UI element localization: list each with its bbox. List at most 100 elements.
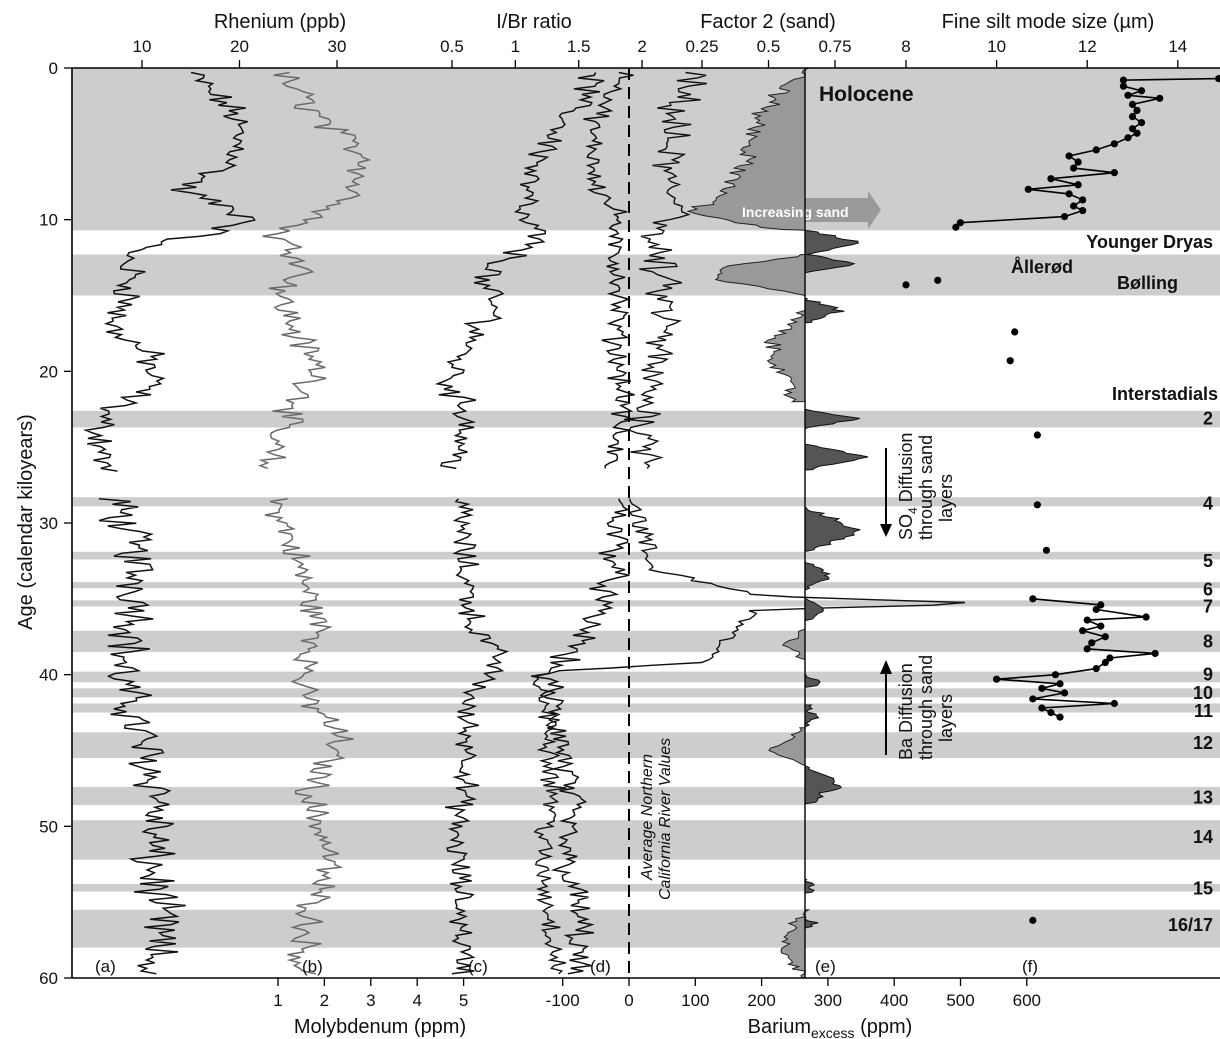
silt-holocene-point-24 — [1070, 202, 1078, 210]
silt-holocene-point-1 — [1119, 76, 1128, 84]
barium-excess-30ka — [804, 507, 861, 554]
factor2-area-allerod — [714, 254, 806, 297]
data-series — [83, 67, 1220, 979]
molybdenum-axis-label: Molybdenum (ppm) — [294, 1016, 466, 1038]
panel-letter-f: (f) — [1022, 957, 1038, 976]
rhenium-axis-label: Rhenium (ppb) — [214, 11, 346, 33]
molybdenum-tick-label-4: 4 — [412, 991, 421, 1010]
shaded-interval-10 — [72, 703, 1220, 713]
interstadial-label-9: 9 — [1203, 665, 1213, 685]
increasing-sand-arrow: Increasing sand — [735, 191, 881, 229]
barium-label-subscript: excess — [811, 1025, 855, 1039]
barium-excess-16ka — [804, 297, 845, 324]
interstadial-label-14: 14 — [1193, 827, 1213, 847]
ibr-tick-label-1: 1 — [511, 37, 520, 56]
barium-tick-label-400: 400 — [880, 991, 908, 1010]
river-label-line1: Average Northern — [639, 754, 656, 881]
y-axis-ticks: 0 10 20 30 40 50 60 — [39, 59, 72, 988]
molybdenum-tick-label-3: 3 — [366, 991, 375, 1010]
silt-holocene-point-4 — [1124, 91, 1132, 99]
so4-label-line3: layers — [936, 474, 956, 522]
y-tick-label-20: 20 — [39, 362, 58, 381]
shaded-interval-14 — [72, 883, 1220, 892]
barium-excess-allerod — [804, 254, 856, 274]
ibr-tick-label-0.5: 0.5 — [440, 37, 464, 56]
interstadial-label-15: 15 — [1193, 879, 1213, 899]
barium-excess-42ka — [804, 704, 820, 728]
silt-holocene-point-7 — [1133, 106, 1141, 115]
barium-excess-47ka — [804, 765, 843, 806]
rhenium-line-0 — [83, 71, 257, 472]
shaded-interval-6 — [72, 600, 1220, 607]
so4-label-so: SO — [896, 514, 916, 540]
silt-late-line — [996, 598, 1156, 718]
barium-tick-label--100: -100 — [546, 991, 580, 1010]
interstadial-label-10: 10 — [1193, 683, 1213, 703]
interstadial-label-2: 2 — [1203, 408, 1213, 428]
silt-late-point-7 — [1101, 633, 1109, 641]
y-tick-label-0: 0 — [49, 59, 58, 78]
silt-holocene-point-25 — [1079, 206, 1087, 215]
silt-isolated-point-5 — [1033, 501, 1041, 509]
shaded-interval-9 — [72, 688, 1220, 698]
molybdenum-line-1 — [264, 497, 354, 975]
silt-late-point-10 — [1151, 649, 1159, 658]
factor2-tick-label-0.25: 0.25 — [685, 37, 718, 56]
interstadial-label-8: 8 — [1203, 631, 1213, 651]
silt-holocene-point-14 — [1092, 146, 1100, 154]
ibr-tick-label-2: 2 — [637, 37, 646, 56]
label-bolling: Bølling — [1117, 273, 1178, 293]
interstadial-label-12: 12 — [1193, 733, 1213, 753]
label-holocene: Holocene — [819, 83, 914, 106]
silt-holocene-point-23 — [1079, 196, 1087, 204]
river-label-line2: California River Values — [657, 738, 674, 900]
barium-excess-younger-dryas — [804, 229, 859, 256]
silt-holocene-point-28 — [952, 223, 960, 231]
panel-letter-c: (c) — [468, 957, 488, 976]
so4-label-rest: Diffusion — [896, 433, 916, 508]
silt-isolated-point-1 — [934, 276, 942, 284]
silt-isolated-point-7 — [1029, 916, 1037, 924]
silt-holocene-point-20 — [1074, 181, 1082, 189]
shaded-interval-15 — [72, 909, 1220, 948]
silt-tick-label-8: 8 — [901, 37, 910, 56]
silt-holocene-point-6 — [1128, 100, 1137, 108]
interstadial-label-16-17: 16/17 — [1168, 915, 1213, 935]
silt-holocene-point-21 — [1024, 185, 1032, 193]
barium-label-main: Barium — [748, 1016, 811, 1038]
barium-tick-label-200: 200 — [747, 991, 775, 1010]
shaded-interval-4 — [72, 551, 1220, 560]
factor2-area-57ka — [780, 909, 811, 979]
factor2-area-37ka — [781, 628, 806, 661]
y-tick-label-10: 10 — [39, 211, 58, 230]
bottom-axis-ticks: 1 2 3 4 5 -100 0 100 200 300 400 500 600 — [273, 978, 1041, 1010]
ibr-second-line-0 — [583, 71, 636, 469]
silt-late-point-1 — [1097, 601, 1105, 609]
silt-tick-label-10: 10 — [987, 37, 1006, 56]
silt-holocene-point-16 — [1074, 158, 1082, 166]
silt-holocene-point-27 — [956, 219, 964, 227]
silt-late-point-4 — [1083, 616, 1091, 624]
silt-late-point-15 — [993, 675, 1001, 683]
silt-late-point-0 — [1029, 595, 1037, 603]
barium-tick-label-0: 0 — [624, 991, 633, 1010]
silt-tick-label-14: 14 — [1168, 37, 1187, 56]
silt-isolated-point-2 — [1011, 328, 1019, 336]
barium-tick-label-300: 300 — [814, 991, 842, 1010]
barium-axis-label: Bariumexcess (ppm) — [748, 1016, 913, 1039]
silt-isolated-point-3 — [1006, 357, 1014, 365]
barium-excess-23ka — [804, 408, 861, 430]
silt-late-point-18 — [1060, 689, 1069, 697]
silt-late-point-21 — [1038, 704, 1046, 712]
barium-excess-25ka — [804, 443, 869, 471]
silt-holocene-point-8 — [1128, 112, 1137, 121]
factor2-line-1 — [532, 498, 966, 975]
factor2-line-0 — [624, 71, 707, 469]
shaded-interval-7 — [72, 630, 1220, 652]
ibr-line-0 — [434, 72, 605, 470]
silt-holocene-point-15 — [1065, 152, 1073, 160]
panel-letter-d: (d) — [590, 957, 611, 976]
ibr-tick-label-1.5: 1.5 — [567, 37, 591, 56]
silt-holocene-point-5 — [1156, 94, 1164, 102]
